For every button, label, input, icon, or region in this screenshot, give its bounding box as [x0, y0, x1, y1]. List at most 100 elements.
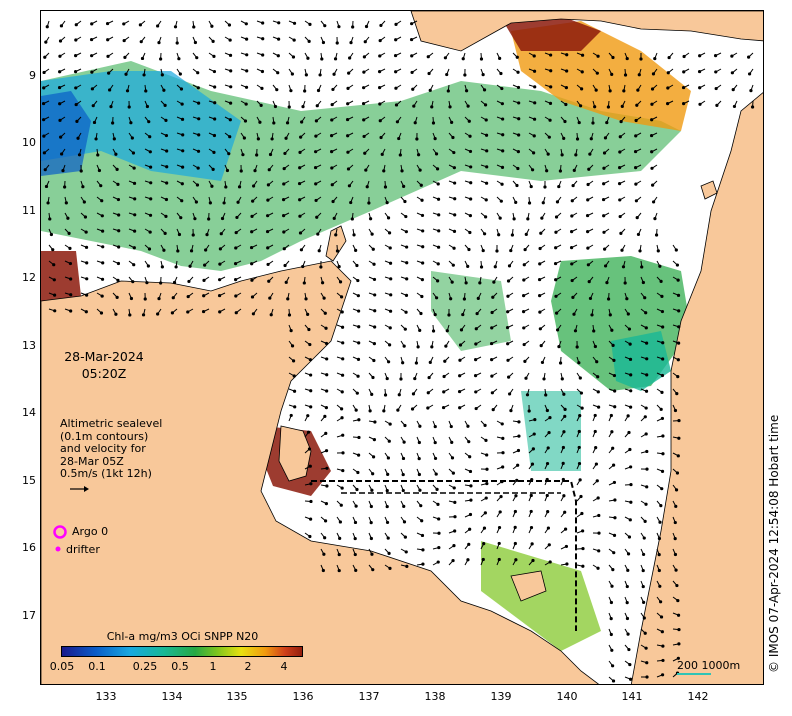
velocity-arrow-head: [377, 69, 382, 74]
velocity-arrow-head: [501, 465, 505, 469]
velocity-arrow-head: [308, 22, 312, 26]
velocity-arrow-head: [495, 249, 499, 253]
velocity-arrow-head: [211, 39, 215, 43]
velocity-arrow-head: [715, 103, 719, 107]
velocity-arrow-head: [610, 648, 614, 652]
velocity-arrow-head: [330, 102, 334, 107]
velocity-arrow-head: [106, 38, 110, 42]
velocity-arrow-head: [660, 487, 664, 491]
velocity-arrow-head: [53, 309, 57, 313]
map-canvas: [41, 11, 763, 684]
velocity-arrow-head: [634, 134, 638, 138]
velocity-arrow-head: [542, 377, 546, 381]
velocity-arrow-head: [451, 471, 455, 475]
velocity-arrow-head: [658, 520, 662, 524]
velocity-arrow-head: [290, 72, 294, 76]
velocity-arrow-head: [234, 246, 238, 250]
velocity-arrow-head: [362, 86, 366, 90]
velocity-arrow-head: [581, 564, 585, 568]
velocity-arrow-head: [220, 216, 225, 221]
velocity-arrow-head: [431, 121, 436, 125]
velocity-arrow-head: [475, 311, 479, 316]
groote-eylandt-land: [278, 425, 312, 482]
velocity-arrow-head: [289, 329, 293, 333]
velocity-arrow-head: [499, 71, 503, 76]
velocity-arrow-head: [497, 525, 502, 530]
velocity-arrow-head: [180, 199, 184, 203]
velocity-arrow-head: [115, 295, 119, 299]
velocity-arrow-head: [555, 200, 560, 204]
velocity-arrow-head: [482, 542, 486, 546]
velocity-arrow-head: [433, 137, 437, 141]
velocity-arrow-head: [639, 57, 643, 61]
velocity-arrow-head: [116, 278, 120, 282]
velocity-arrow-head: [401, 472, 405, 477]
velocity-arrow-head: [84, 310, 88, 314]
velocity-arrow-head: [112, 137, 116, 141]
velocity-arrow-head: [682, 70, 686, 74]
velocity-arrow-head: [306, 56, 310, 60]
depth-scale-label: 200 1000m: [677, 659, 741, 672]
velocity-arrow-head: [458, 358, 462, 362]
velocity-arrow-head: [660, 673, 665, 677]
velocity-arrow-head: [156, 312, 160, 316]
velocity-arrow-head: [433, 456, 438, 461]
velocity-arrow-head: [386, 216, 391, 220]
velocity-arrow-head: [244, 85, 249, 89]
velocity-arrow-head: [714, 70, 718, 74]
velocity-arrow-head: [445, 329, 449, 333]
velocity-arrow-head: [525, 393, 530, 397]
velocity-arrow-head: [411, 87, 415, 91]
velocity-arrow-head: [394, 38, 398, 42]
velocity-arrow-head: [506, 342, 510, 346]
velocity-arrow-head: [323, 24, 327, 28]
velocity-arrow-head: [269, 313, 273, 317]
velocity-arrow-head: [446, 89, 450, 93]
velocity-arrow-head: [681, 85, 686, 90]
velocity-arrow-head: [147, 247, 152, 251]
velocity-arrow-head: [330, 166, 334, 170]
velocity-arrow-head: [402, 504, 406, 508]
velocity-arrow-head: [578, 478, 582, 482]
velocity-arrow-head: [661, 644, 665, 648]
velocity-arrow-head: [338, 520, 342, 524]
velocity-arrow-head: [109, 105, 113, 109]
velocity-arrow-head: [554, 246, 558, 250]
velocity-arrow-head: [505, 325, 510, 330]
map-frame[interactable]: [40, 10, 764, 685]
velocity-arrow-head: [661, 452, 665, 456]
velocity-arrow-head: [430, 345, 434, 349]
velocity-arrow-head: [427, 71, 431, 76]
velocity-arrow-head: [613, 516, 617, 520]
velocity-arrow-head: [481, 73, 485, 77]
velocity-arrow-head: [514, 494, 518, 498]
velocity-arrow-head: [403, 423, 407, 428]
velocity-arrow-head: [177, 57, 181, 61]
velocity-arrow-head: [609, 600, 614, 605]
velocity-arrow-head: [660, 630, 664, 634]
velocity-arrow-head: [516, 463, 520, 467]
velocity-arrow-head: [557, 345, 561, 349]
velocity-arrow-head: [292, 21, 297, 25]
velocity-arrow-head: [500, 182, 504, 186]
lat-tick-label: 12: [22, 271, 36, 284]
velocity-arrow-head: [196, 71, 200, 75]
velocity-arrow-head: [308, 342, 312, 347]
velocity-arrow-head: [626, 312, 630, 316]
velocity-arrow-head: [309, 389, 313, 393]
velocity-arrow-head: [81, 185, 85, 189]
colorbar: [61, 646, 303, 657]
velocity-arrow-head: [370, 232, 374, 236]
velocity-arrow-head: [354, 408, 358, 412]
velocity-arrow-head: [116, 197, 121, 202]
velocity-arrow-head: [340, 310, 344, 314]
velocity-arrow-head: [676, 278, 680, 282]
velocity-arrow-head: [219, 232, 223, 236]
velocity-arrow-head: [661, 325, 665, 329]
velocity-arrow-head: [586, 182, 590, 187]
velocity-arrow-head: [364, 24, 369, 29]
velocity-arrow-head: [660, 390, 664, 394]
velocity-arrow-head: [595, 479, 599, 483]
velocity-arrow-head: [493, 265, 497, 269]
velocity-arrow-head: [397, 136, 401, 141]
